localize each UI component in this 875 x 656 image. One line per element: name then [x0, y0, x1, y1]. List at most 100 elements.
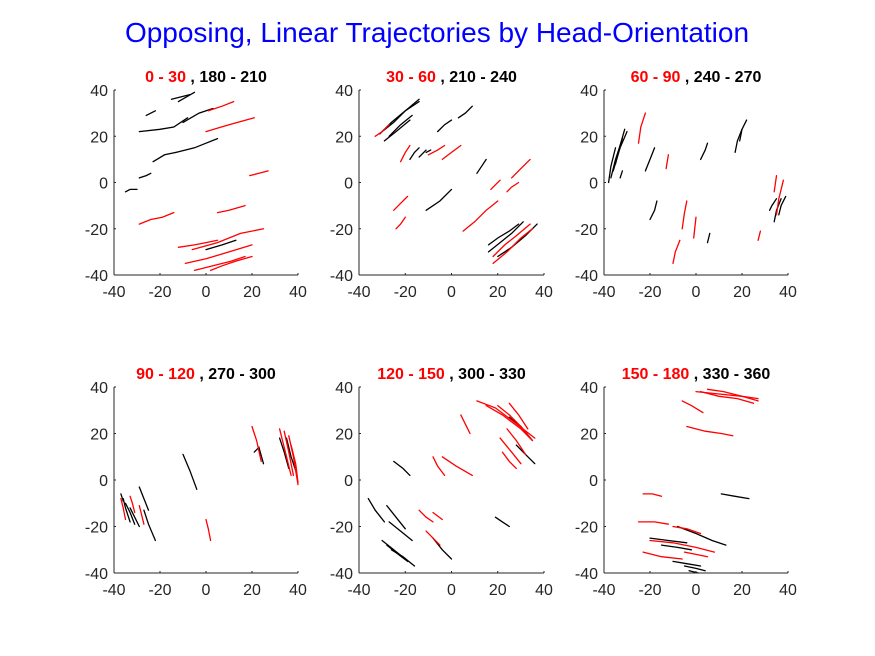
- y-tick-label: 40: [580, 83, 598, 100]
- panel-title-black-range: , 330 - 360: [689, 366, 770, 383]
- x-tick-label: 0: [202, 582, 211, 599]
- trajectory-line: [778, 195, 787, 216]
- trajectory-line: [660, 544, 693, 551]
- y-tick-label: -20: [85, 520, 108, 537]
- trajectory-line: [619, 170, 624, 179]
- panel-title-red-range: 0 - 30: [145, 69, 186, 86]
- x-tick-label: -40: [347, 284, 370, 301]
- x-tick-label: 0: [692, 284, 701, 301]
- x-tick-label: 40: [779, 582, 797, 599]
- trajectory-line: [637, 112, 647, 144]
- x-tick-label: 20: [733, 284, 751, 301]
- trajectory-line: [649, 539, 716, 553]
- trajectory-line: [487, 221, 524, 253]
- y-tick-label: 40: [335, 83, 353, 100]
- trajectory-line: [251, 425, 262, 463]
- trajectory-line: [462, 200, 499, 232]
- y-tick-label: 0: [344, 176, 353, 193]
- panel-3: 60 - 90 , 240 - 270 -40 -20 0 20 40 -40 -20 0 20 4…: [575, 69, 797, 301]
- trajectory-line: [395, 216, 406, 230]
- trajectory-line: [686, 425, 734, 437]
- x-tick-label: 20: [489, 582, 507, 599]
- trajectory-line: [693, 216, 697, 239]
- x-tick-label: 0: [202, 284, 211, 301]
- trajectory-line: [418, 149, 427, 158]
- trajectory-line: [138, 211, 175, 225]
- y-tick-label: 0: [589, 176, 598, 193]
- x-tick-label: -20: [148, 582, 171, 599]
- trajectory-line: [388, 114, 413, 137]
- trajectory-line: [720, 493, 750, 500]
- y-tick-label: 0: [99, 473, 108, 490]
- trajectory-line: [409, 147, 420, 161]
- x-tick-label: -40: [102, 582, 125, 599]
- panel-2: 30 - 60 , 210 - 240 -40 -20 0 20 40 -40 -20 0 20 4…: [330, 69, 553, 301]
- x-tick-label: -20: [638, 284, 661, 301]
- y-tick-label: 20: [90, 427, 108, 444]
- trajectory-line: [614, 128, 626, 165]
- x-tick-label: -20: [394, 582, 417, 599]
- trajectory-line: [683, 551, 709, 558]
- trajectory-line: [492, 228, 534, 265]
- trajectory-line: [492, 223, 531, 258]
- y-tick-label: -40: [330, 566, 353, 583]
- panel-4: 90 - 120 , 270 - 300 -40 -20 0 20 40 -40 -20 0 20…: [85, 366, 307, 599]
- trajectory-line: [182, 107, 214, 124]
- x-tick-label: -40: [347, 582, 370, 599]
- trajectory-line: [216, 204, 246, 214]
- figure-title: Opposing, Linear Trajectories by Head-Or…: [125, 17, 749, 48]
- y-tick-label: 20: [580, 427, 598, 444]
- trajectory-line: [672, 560, 702, 567]
- x-tick-label: -40: [102, 284, 125, 301]
- y-tick-label: -40: [85, 566, 108, 583]
- y-tick-label: -40: [330, 268, 353, 285]
- trajectory-line: [143, 509, 157, 542]
- panel-1: 0 - 30 , 180 - 210 -40 -20 0 20 40 -40 -20 0 20 40: [85, 69, 307, 301]
- trajectory-line: [699, 142, 709, 161]
- trajectory-line: [138, 117, 189, 133]
- trajectory-line: [393, 195, 409, 211]
- y-tick-label: 0: [344, 473, 353, 490]
- trajectory-line: [399, 144, 411, 163]
- y-tick-label: -40: [85, 268, 108, 285]
- trajectory-line: [120, 493, 124, 502]
- trajectory-line: [494, 516, 510, 528]
- trajectory-line: [607, 147, 617, 184]
- trajectory-line: [388, 521, 413, 542]
- trajectory-line: [253, 446, 265, 465]
- trajectory-line: [152, 151, 177, 163]
- trajectory-line: [642, 551, 683, 560]
- trajectory-line: [508, 402, 529, 430]
- panel-title-red-range: 30 - 60: [386, 69, 436, 86]
- panel-title-red-range: 120 - 150: [377, 366, 445, 383]
- trajectory-line: [177, 91, 196, 103]
- x-tick-label: 20: [733, 582, 751, 599]
- panels: 0 - 30 , 180 - 210 -40 -20 0 20 40 -40 -20 0 20 40…: [85, 69, 797, 599]
- trajectory-line: [487, 223, 520, 246]
- x-tick-label: 0: [447, 284, 456, 301]
- y-tick-label: 20: [335, 129, 353, 146]
- panel-title-red-range: 150 - 180: [622, 366, 690, 383]
- y-tick-label: 40: [90, 83, 108, 100]
- y-tick-label: 20: [580, 129, 598, 146]
- panel-title-red-range: 90 - 120: [136, 366, 195, 383]
- panel-title: 60 - 90 , 240 - 270: [631, 69, 762, 86]
- y-tick-label: -20: [330, 222, 353, 239]
- y-tick-label: 20: [335, 427, 353, 444]
- x-tick-label: 20: [243, 582, 261, 599]
- trajectory-line: [177, 239, 219, 248]
- trajectory-line: [441, 144, 462, 161]
- x-tick-label: -20: [394, 284, 417, 301]
- trajectory-line: [129, 507, 140, 528]
- panel-title-black-range: , 240 - 270: [680, 69, 761, 86]
- y-tick-label: -20: [575, 520, 598, 537]
- trajectory-line: [490, 179, 501, 191]
- y-tick-label: -40: [575, 268, 598, 285]
- trajectory-line: [768, 198, 778, 211]
- trajectory-line: [425, 188, 453, 211]
- y-tick-label: 0: [99, 176, 108, 193]
- x-tick-label: 40: [779, 284, 797, 301]
- trajectory-line: [681, 200, 688, 230]
